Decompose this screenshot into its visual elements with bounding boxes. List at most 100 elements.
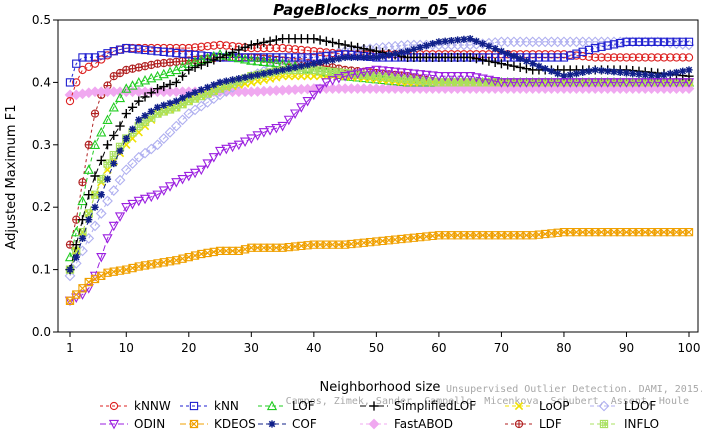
marker-odin: [533, 78, 545, 88]
marker-lof: [96, 126, 107, 137]
marker-knn: [553, 53, 562, 62]
x-tick-label: 20: [181, 341, 196, 355]
marker-cof: [228, 76, 237, 84]
marker-knnw: [172, 43, 181, 53]
marker-simplifiedlof: [140, 92, 150, 102]
marker-odin: [246, 134, 257, 144]
marker-simplifiedlof: [328, 37, 338, 48]
marker-cof: [497, 47, 506, 55]
marker-cof: [316, 58, 324, 67]
marker-odin: [665, 78, 676, 88]
marker-ldof: [70, 257, 82, 269]
marker-odin: [552, 78, 563, 88]
x-tick-label: 100: [678, 341, 701, 355]
legend-label-fastabod: FastABOD: [394, 417, 453, 431]
marker-odin: [452, 72, 463, 82]
marker-ldf: [90, 109, 100, 118]
marker-knn: [147, 46, 156, 55]
marker-cof: [560, 72, 568, 80]
marker-simplifiedlof: [234, 45, 244, 55]
marker-inflo: [103, 159, 112, 168]
legend-label-inflo: INFLO: [624, 417, 659, 431]
marker-cof: [454, 36, 462, 44]
marker-odin: [302, 96, 313, 107]
marker-simplifiedlof: [84, 190, 94, 200]
marker-simplifiedlof: [71, 240, 81, 250]
marker-cof: [278, 66, 287, 74]
axes: 0.0 0.1 0.2 0.3 0.4 0.5 1 10 20 30 40 50 60 70 80 90 100: [32, 13, 701, 355]
marker-cof: [291, 63, 299, 72]
marker-lof: [89, 139, 101, 149]
marker-knn: [666, 37, 675, 46]
legend-label-kdeos: KDEOS: [214, 417, 256, 431]
marker-knn: [297, 53, 306, 62]
marker-knn: [72, 59, 81, 68]
marker-knn: [597, 42, 606, 51]
marker-cof: [241, 73, 249, 82]
marker-simplifiedlof: [484, 56, 494, 66]
marker-knnw: [591, 53, 600, 62]
marker-knnw: [597, 53, 606, 62]
legend-item-simplifiedlof: SimplifiedLOF: [360, 399, 476, 413]
marker-knnw: [647, 53, 656, 62]
series-line-ldof: [69, 41, 690, 277]
marker-knn: [609, 40, 619, 49]
x-tick-label: 90: [619, 341, 634, 355]
marker-cof: [141, 112, 149, 120]
marker-ldof: [95, 208, 107, 219]
y-tick-label: 0.4: [32, 75, 51, 89]
marker-ldof: [145, 143, 157, 155]
marker-odin: [314, 84, 326, 95]
marker-cof: [135, 116, 143, 124]
marker-knnw: [641, 53, 650, 62]
marker-knn: [534, 53, 544, 62]
marker-inflo: [178, 100, 187, 109]
marker-odin: [596, 78, 607, 88]
marker-ldof: [102, 195, 113, 207]
marker-cof: [616, 68, 624, 77]
legend-item-inflo: INFLO: [590, 417, 659, 431]
marker-knnw: [309, 47, 318, 56]
marker-lof: [227, 51, 238, 61]
marker-simplifiedlof: [353, 42, 363, 53]
marker-odin: [264, 126, 276, 136]
marker-odin: [646, 78, 657, 88]
marker-knn: [653, 37, 662, 46]
marker-knnw: [72, 78, 81, 87]
marker-cof: [566, 71, 574, 79]
marker-knnw: [603, 53, 612, 62]
marker-ldof: [83, 233, 95, 244]
marker-knnw: [203, 42, 212, 51]
marker-cof: [172, 97, 180, 105]
marker-simplifiedlof: [227, 47, 238, 58]
marker-knn: [566, 51, 575, 60]
marker-knn: [541, 53, 550, 62]
marker-simplifiedlof: [159, 81, 169, 92]
marker-knnw: [616, 53, 625, 62]
legend-label-lof: LOF: [292, 399, 315, 413]
marker-cof: [329, 56, 337, 64]
marker-odin: [571, 78, 582, 88]
marker-odin: [477, 74, 488, 85]
y-tick-label: 0.5: [32, 13, 51, 27]
marker-inflo: [340, 68, 350, 78]
marker-odin: [433, 72, 445, 82]
marker-cof: [160, 101, 168, 109]
marker-knnw: [197, 42, 206, 51]
marker-simplifiedlof: [165, 79, 175, 90]
marker-inflo: [78, 228, 87, 237]
marker-simplifiedlof: [309, 34, 319, 44]
marker-simplifiedlof: [215, 52, 225, 63]
marker-simplifiedlof: [146, 88, 156, 98]
marker-knn: [659, 37, 669, 46]
marker-cof: [666, 70, 674, 78]
marker-odin: [458, 72, 470, 82]
marker-simplifiedlof: [221, 50, 231, 60]
marker-lof: [83, 164, 94, 174]
marker-odin: [558, 78, 570, 88]
marker-knnw: [666, 53, 675, 62]
marker-ldof: [195, 100, 207, 112]
marker-knn: [172, 48, 181, 58]
marker-odin: [96, 252, 107, 263]
marker-cof: [591, 66, 599, 74]
